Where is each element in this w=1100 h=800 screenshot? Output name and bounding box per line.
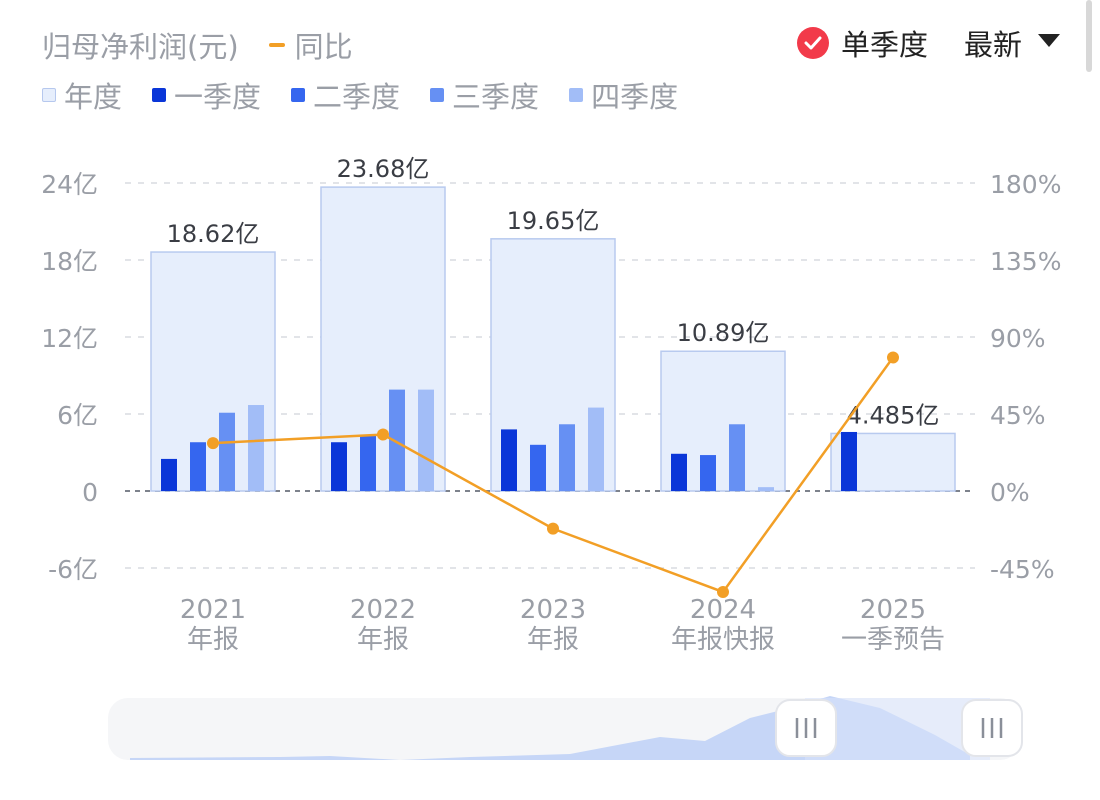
x-tick-label-year: 2024 bbox=[690, 595, 756, 625]
y-right-tick-label: 45% bbox=[990, 401, 1046, 430]
annual-bar bbox=[830, 432, 956, 492]
quarter-bar bbox=[530, 444, 546, 491]
quarter-bar bbox=[190, 442, 206, 491]
y-left-tick-label: 12亿 bbox=[41, 324, 98, 353]
x-tick-label-period: 年报 bbox=[357, 625, 409, 655]
quarter-bar bbox=[758, 487, 774, 491]
legend-swatch bbox=[152, 88, 167, 102]
y-right-tick-label: 90% bbox=[990, 324, 1046, 353]
single-quarter-toggle[interactable]: 单季度 bbox=[840, 28, 928, 62]
y-right-tick-label: -45% bbox=[990, 555, 1055, 584]
quarter-bar bbox=[248, 405, 264, 491]
annual-value-label: 19.65亿 bbox=[507, 207, 600, 235]
yoy-point bbox=[717, 585, 729, 598]
quarter-bar bbox=[671, 453, 687, 491]
yoy-line bbox=[212, 356, 895, 594]
quarter-bar bbox=[729, 424, 745, 491]
y-left-tick-label: 0 bbox=[82, 478, 98, 507]
quarter-bar bbox=[700, 455, 716, 491]
legend-swatch bbox=[42, 88, 56, 102]
check-icon[interactable] bbox=[796, 27, 829, 59]
x-tick-label-year: 2022 bbox=[350, 595, 416, 625]
x-tick-label-period: 年报快报 bbox=[671, 625, 775, 655]
yoy-point bbox=[887, 351, 899, 364]
legend-swatch bbox=[569, 88, 584, 102]
x-tick-label-year: 2023 bbox=[520, 595, 586, 625]
quarter-bar bbox=[588, 407, 604, 491]
quarter-bar bbox=[331, 442, 347, 491]
latest-dropdown[interactable]: 最新 bbox=[963, 28, 1022, 62]
legend-item-q3[interactable]: 三季度 bbox=[430, 74, 539, 116]
y-left-tick-label: 6亿 bbox=[57, 401, 98, 430]
y-right-tick-label: 180% bbox=[990, 170, 1061, 199]
legend-swatch bbox=[291, 88, 306, 102]
y-right-tick-label: 0% bbox=[990, 478, 1030, 507]
yoy-point bbox=[547, 522, 559, 535]
quarter-bar bbox=[841, 431, 857, 491]
legend-label: 一季度 bbox=[174, 80, 262, 114]
quarter-bar bbox=[360, 434, 376, 491]
legend-label: 二季度 bbox=[313, 80, 401, 114]
legend-swatch bbox=[430, 88, 445, 102]
quarter-bar bbox=[418, 389, 434, 491]
annual-bar bbox=[660, 350, 786, 492]
grip-lines-icon bbox=[981, 718, 1003, 738]
legend-label: 年度 bbox=[64, 80, 123, 114]
slider-left-handle[interactable] bbox=[775, 699, 837, 757]
annual-value-label: 10.89亿 bbox=[677, 319, 770, 347]
annual-bar bbox=[320, 186, 446, 492]
y-right-tick-label: 135% bbox=[990, 247, 1061, 276]
quarter-bar bbox=[389, 389, 405, 491]
quarter-bar bbox=[501, 429, 517, 491]
y-left-tick-label: 18亿 bbox=[41, 247, 98, 276]
x-tick-label-period: 年报 bbox=[187, 625, 239, 655]
legend-label: 四季度 bbox=[591, 80, 679, 114]
annual-bar bbox=[490, 238, 616, 492]
x-tick-label-year: 2025 bbox=[860, 595, 926, 625]
x-tick-label-period: 一季预告 bbox=[841, 625, 945, 655]
slider-right-handle[interactable] bbox=[961, 699, 1023, 757]
annual-value-label: 4.485亿 bbox=[847, 401, 940, 429]
chart-controls: 单季度 最新 bbox=[796, 22, 1060, 64]
legend-item-q1[interactable]: 一季度 bbox=[152, 74, 261, 116]
yoy-legend-swatch bbox=[268, 43, 285, 47]
y-left-tick-label: -6亿 bbox=[48, 555, 98, 584]
quarter-bar bbox=[559, 424, 575, 491]
quarter-bar bbox=[161, 458, 177, 491]
annual-value-label: 23.68亿 bbox=[337, 155, 430, 183]
range-slider[interactable] bbox=[0, 680, 1100, 800]
x-tick-label-period: 年报 bbox=[527, 625, 579, 655]
series-legend: 年度 一季度 二季度 三季度 四季度 bbox=[42, 74, 708, 116]
x-tick-label-year: 2021 bbox=[180, 595, 246, 625]
legend-item-q4[interactable]: 四季度 bbox=[569, 74, 678, 116]
caret-down-icon[interactable] bbox=[1038, 33, 1060, 47]
page-scrollbar[interactable] bbox=[1086, 0, 1092, 72]
legend-label: 三季度 bbox=[452, 80, 540, 114]
yoy-point bbox=[207, 437, 219, 450]
grip-lines-icon bbox=[795, 718, 817, 738]
slider-preview-area bbox=[130, 696, 970, 760]
y-left-tick-label: 24亿 bbox=[41, 170, 98, 199]
annual-bar bbox=[150, 251, 276, 492]
yoy-legend-label[interactable]: 同比 bbox=[294, 30, 353, 64]
yoy-point bbox=[377, 428, 389, 441]
chart-header: 归母净利润(元) 同比 bbox=[42, 24, 353, 66]
quarter-bar bbox=[219, 412, 235, 491]
legend-item-annual[interactable]: 年度 bbox=[42, 74, 122, 116]
chart-title: 归母净利润(元) bbox=[42, 30, 239, 64]
legend-item-q2[interactable]: 二季度 bbox=[291, 74, 400, 116]
annual-value-label: 18.62亿 bbox=[167, 220, 260, 248]
